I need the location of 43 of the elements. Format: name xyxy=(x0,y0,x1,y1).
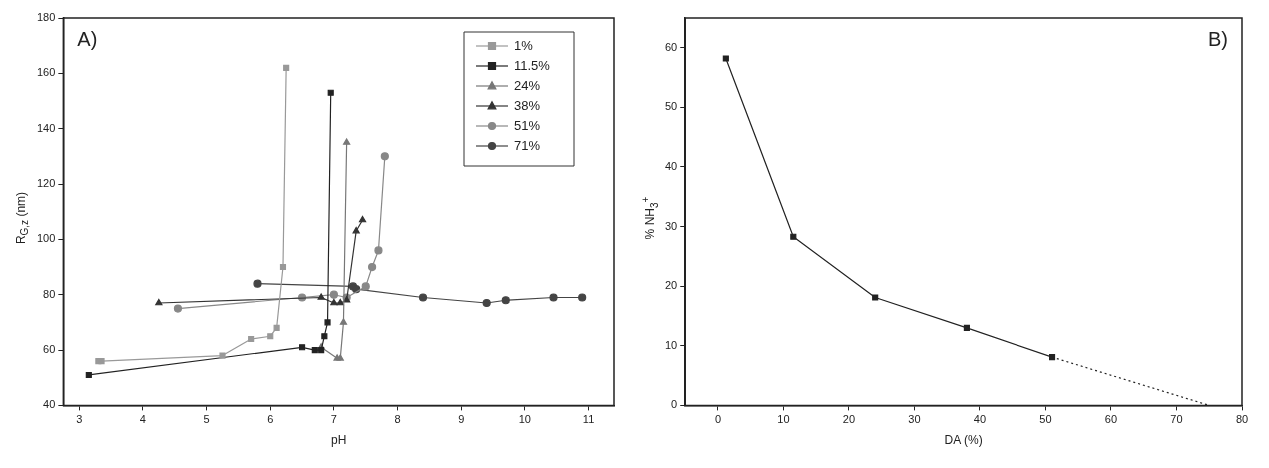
annotation: A) xyxy=(77,27,98,50)
x-axis-title: pH xyxy=(331,433,347,448)
y-tick-label: 0 xyxy=(671,398,678,411)
y-tick-label: 80 xyxy=(43,287,56,300)
y-tick-label: 30 xyxy=(664,219,678,232)
x-tick-label: 70 xyxy=(1170,413,1183,426)
x-tick-label: 3 xyxy=(76,413,83,426)
legend-label: 51% xyxy=(514,117,541,133)
x-tick-label: 10 xyxy=(777,413,790,426)
x-tick-label: 50 xyxy=(1039,413,1052,426)
legend-label: 38% xyxy=(514,97,541,113)
y-tick-label: 180 xyxy=(36,11,56,24)
x-tick-label: 20 xyxy=(842,413,856,426)
legend-label: 1% xyxy=(514,37,534,53)
x-tick-label: 0 xyxy=(714,413,722,426)
y-tick-label: 160 xyxy=(36,66,56,79)
y-tick-label: 10 xyxy=(664,338,678,351)
legend-label: 11.5% xyxy=(514,57,551,73)
y-tick-label: 60 xyxy=(664,40,678,53)
x-tick-label: 4 xyxy=(139,413,146,426)
x-tick-label: 30 xyxy=(908,413,921,426)
y-tick-label: 100 xyxy=(36,232,56,245)
x-tick-label: 8 xyxy=(394,413,401,426)
x-tick-label: 60 xyxy=(1104,413,1118,426)
x-axis-title: DA (%) xyxy=(944,433,983,448)
x-tick-label: 40 xyxy=(973,413,987,426)
x-tick-label: 5 xyxy=(203,413,210,426)
y-tick-label: 40 xyxy=(43,398,56,411)
x-tick-label: 11 xyxy=(582,413,595,426)
x-tick-label: 6 xyxy=(267,413,274,426)
annotation: B) xyxy=(1208,27,1228,50)
y-tick-label: 20 xyxy=(664,279,678,292)
legend-label: 24% xyxy=(514,77,541,93)
y-tick-label: 140 xyxy=(36,121,56,134)
legend-label: 71% xyxy=(514,137,541,153)
y-tick-label: 60 xyxy=(43,343,56,356)
x-tick-label: 80 xyxy=(1235,413,1249,426)
x-tick-label: 9 xyxy=(458,413,465,426)
y-tick-label: 50 xyxy=(664,100,678,113)
y-tick-label: 40 xyxy=(664,160,678,173)
x-tick-label: 7 xyxy=(330,413,337,426)
y-tick-label: 120 xyxy=(36,177,56,190)
x-tick-label: 10 xyxy=(518,413,531,426)
